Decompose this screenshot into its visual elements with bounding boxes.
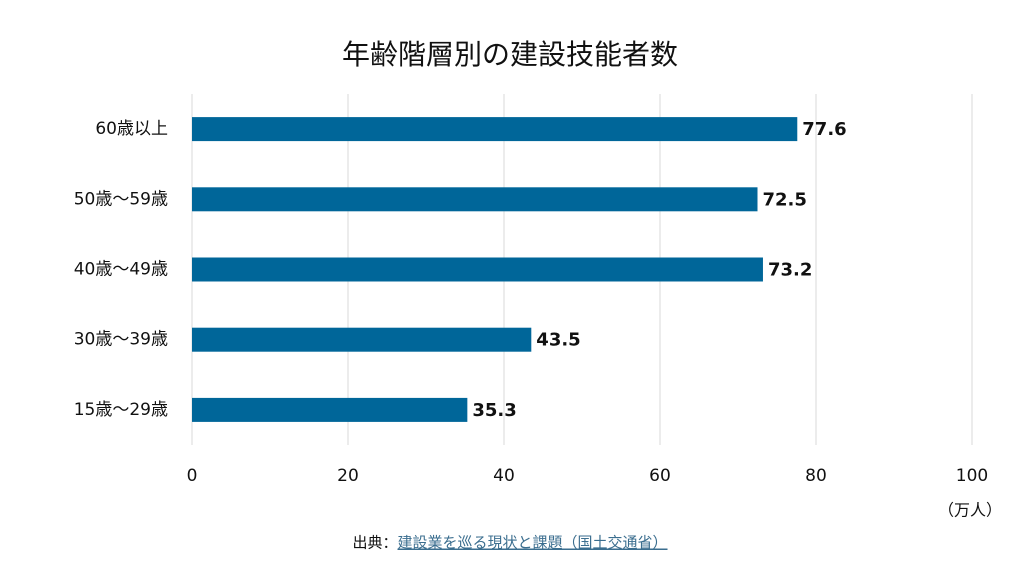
x-tick-label: 60	[649, 466, 671, 486]
y-tick-label: 30歳〜39歳	[74, 330, 168, 350]
x-tick-label: 0	[187, 466, 198, 486]
bar	[192, 397, 468, 422]
axis-unit: （万人）	[938, 501, 1002, 520]
x-tick-label: 80	[805, 466, 827, 486]
y-tick-label: 40歳〜49歳	[74, 260, 168, 280]
x-tick-label: 20	[337, 466, 359, 486]
y-tick-label: 60歳以上	[95, 119, 168, 139]
chart-title: 年齢階層別の建設技能者数	[342, 38, 678, 71]
bar	[192, 257, 763, 282]
source-label: 出典：	[352, 534, 397, 552]
x-tick-label: 100	[956, 466, 988, 486]
y-tick-label: 15歳〜29歳	[74, 400, 168, 420]
x-tick-label: 40	[493, 466, 515, 486]
value-label: 43.5	[536, 330, 580, 351]
value-label: 35.3	[472, 400, 516, 421]
bar	[192, 327, 532, 352]
y-tick-label: 50歳〜59歳	[74, 189, 168, 209]
value-label: 77.6	[802, 119, 846, 140]
bar	[192, 117, 798, 142]
source-link[interactable]: 建設業を巡る現状と課題（国土交通省）	[398, 534, 668, 552]
value-label: 72.5	[763, 189, 807, 210]
value-label: 73.2	[768, 260, 812, 281]
bar	[192, 187, 758, 212]
